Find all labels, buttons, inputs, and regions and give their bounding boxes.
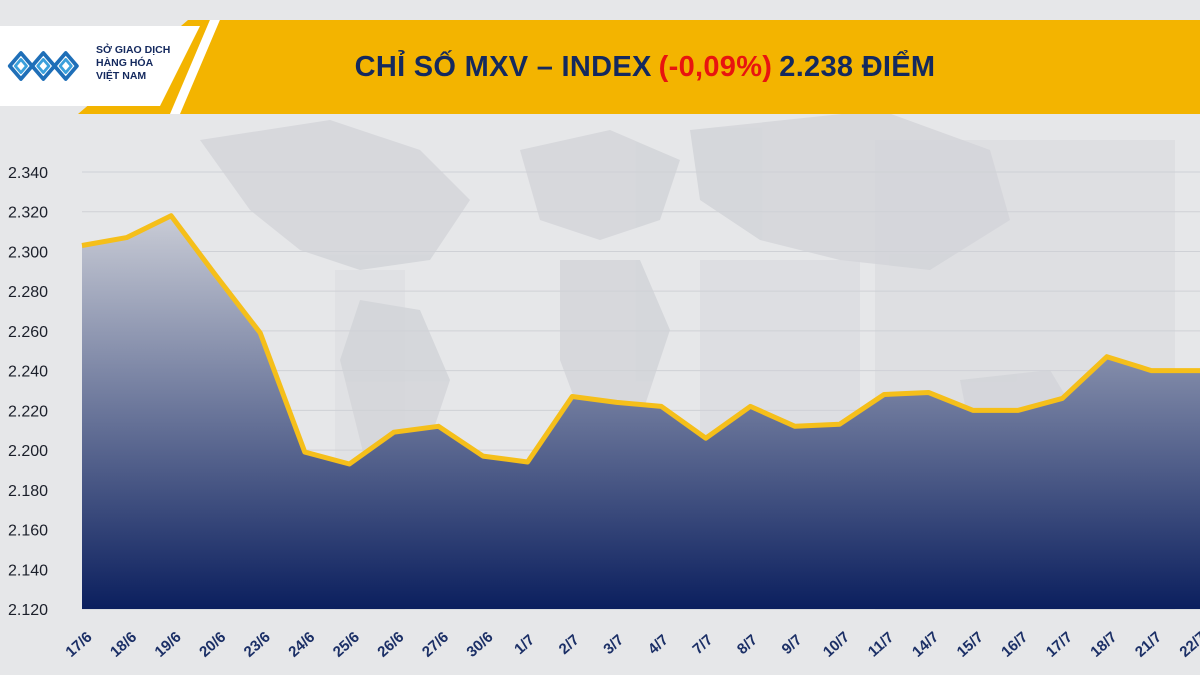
x-tick-label: 9/7 — [779, 631, 806, 658]
x-tick-label: 3/7 — [600, 631, 627, 658]
x-tick-label: 1/7 — [511, 631, 538, 658]
y-tick-label: 2.140 — [8, 562, 48, 579]
title-suffix: 2.238 ĐIỂM — [779, 50, 936, 83]
logo-line-2: HÀNG HÓA — [96, 57, 154, 69]
y-tick-label: 2.260 — [8, 324, 48, 341]
x-tick-label: 18/7 — [1087, 629, 1120, 661]
y-tick-label: 2.220 — [8, 403, 48, 420]
title-change: (-0,09%) — [658, 50, 773, 83]
logo-text: SỞ GIAO DỊCH HÀNG HÓA VIỆT NAM — [96, 44, 186, 83]
x-tick-label: 16/7 — [998, 629, 1031, 661]
logo-line-3: VIỆT NAM — [96, 70, 147, 82]
x-tick-label: 25/6 — [330, 629, 363, 661]
x-tick-label: 27/6 — [419, 629, 452, 661]
x-tick-label: 8/7 — [734, 631, 761, 658]
x-tick-label: 22/7 — [1176, 629, 1200, 661]
page-title: CHỈ SỐ MXV – INDEX (-0,09%) 2.238 ĐIỂM — [230, 20, 1200, 114]
y-tick-label: 2.320 — [8, 205, 48, 222]
x-tick-label: 17/6 — [62, 629, 95, 661]
x-tick-label: 7/7 — [689, 631, 716, 658]
title-prefix: CHỈ SỐ MXV – INDEX — [354, 50, 652, 83]
x-tick-label: 14/7 — [909, 629, 942, 661]
series-area — [82, 215, 1200, 609]
x-tick-label: 17/7 — [1043, 629, 1076, 661]
x-tick-label: 11/7 — [865, 629, 897, 661]
x-tick-label: 24/6 — [285, 629, 318, 661]
x-tick-label: 18/6 — [107, 629, 140, 661]
x-tick-label: 20/6 — [196, 629, 229, 661]
y-tick-label: 2.180 — [8, 483, 48, 500]
y-tick-label: 2.200 — [8, 443, 48, 460]
series-line — [81, 213, 1200, 467]
y-tick-label: 2.240 — [8, 364, 48, 381]
x-tick-label: 10/7 — [820, 629, 853, 661]
y-tick-label: 2.160 — [8, 523, 48, 540]
x-tick-label: 21/7 — [1132, 629, 1165, 661]
x-tick-label: 23/6 — [241, 629, 274, 661]
logo-line-1: SỞ GIAO DỊCH — [96, 44, 171, 56]
x-tick-label: 2/7 — [556, 631, 583, 658]
y-tick-label: 2.280 — [8, 284, 48, 301]
y-tick-label: 2.300 — [8, 244, 48, 261]
x-tick-label: 19/6 — [152, 629, 185, 661]
y-tick-label: 2.120 — [8, 602, 48, 619]
x-tick-label: 30/6 — [463, 629, 496, 661]
x-tick-label: 4/7 — [645, 631, 672, 658]
x-tick-label: 26/6 — [374, 629, 407, 661]
y-tick-label: 2.340 — [8, 165, 48, 182]
x-tick-label: 15/7 — [954, 629, 987, 661]
mxv-logo-icon — [7, 51, 79, 81]
title-banner — [78, 20, 1200, 114]
